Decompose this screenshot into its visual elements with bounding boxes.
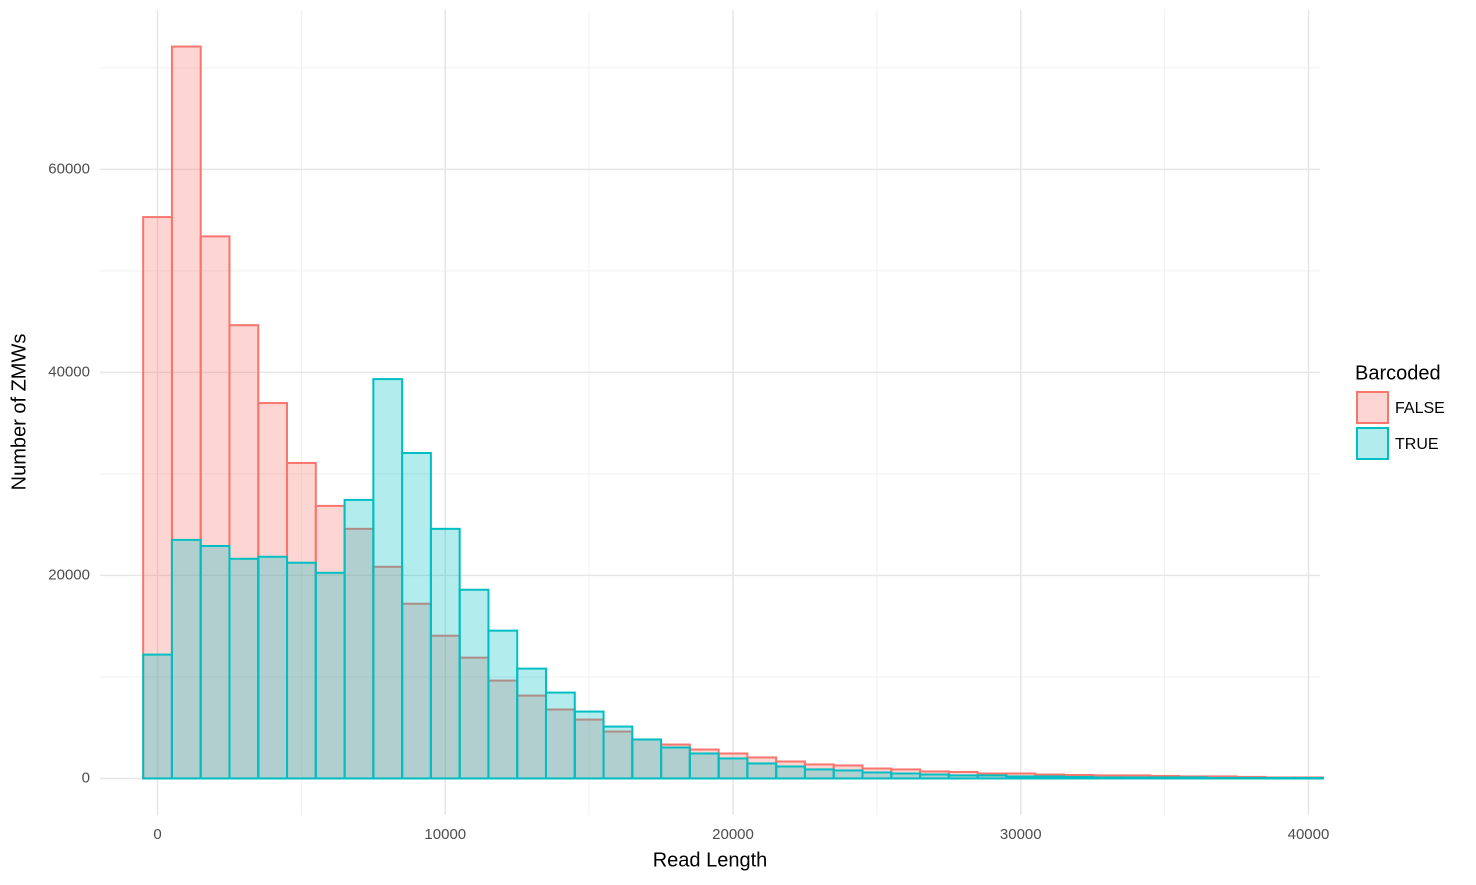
legend-key bbox=[1356, 427, 1389, 460]
histogram-bar bbox=[746, 762, 778, 780]
histogram-bar bbox=[602, 725, 634, 780]
x-tick-label: 30000 bbox=[1000, 826, 1042, 843]
histogram-bar bbox=[199, 235, 231, 780]
histogram-bar bbox=[401, 452, 432, 780]
histogram-bar bbox=[429, 527, 461, 780]
histogram-bar bbox=[1293, 776, 1324, 780]
histogram-bar bbox=[458, 588, 490, 780]
histogram-bar bbox=[1062, 775, 1094, 780]
legend-label: TRUE bbox=[1395, 436, 1439, 453]
legend-key bbox=[1356, 391, 1389, 424]
histogram-bar bbox=[717, 757, 749, 780]
histogram-bar bbox=[890, 772, 922, 780]
histogram-bar bbox=[573, 710, 605, 780]
histogram-bar bbox=[1149, 776, 1181, 780]
x-tick-label: 0 bbox=[153, 826, 161, 843]
x-tick-label: 10000 bbox=[424, 826, 466, 843]
histogram-bar bbox=[314, 504, 346, 780]
legend-title: Barcoded bbox=[1355, 362, 1441, 384]
histogram-bar bbox=[516, 667, 547, 780]
histogram-bar bbox=[832, 769, 864, 780]
histogram-bar bbox=[199, 544, 231, 780]
y-axis-title: Number of ZMWs bbox=[8, 334, 30, 491]
histogram-bar bbox=[228, 557, 260, 780]
histogram-bar bbox=[544, 708, 576, 780]
histogram-bar bbox=[861, 771, 893, 780]
histogram-bar bbox=[919, 773, 950, 780]
histogram-bar bbox=[660, 746, 691, 780]
histogram-bar bbox=[688, 752, 720, 780]
y-tick-label: 40000 bbox=[48, 363, 90, 380]
x-axis-title: Read Length bbox=[653, 849, 768, 871]
histogram-bar bbox=[573, 718, 605, 780]
histogram-bar bbox=[142, 653, 173, 780]
histogram-bar bbox=[1034, 775, 1065, 780]
y-tick-label: 20000 bbox=[48, 566, 90, 583]
legend-label: FALSE bbox=[1395, 400, 1445, 417]
histogram-bar bbox=[170, 538, 202, 780]
histogram-bar bbox=[257, 555, 289, 780]
histogram-bar bbox=[343, 498, 375, 780]
histogram-bar bbox=[1264, 776, 1296, 780]
histogram-bar bbox=[372, 378, 404, 780]
histogram-bar bbox=[976, 774, 1008, 780]
y-tick-label: 0 bbox=[82, 769, 90, 786]
histogram-bar bbox=[1235, 776, 1267, 780]
histogram-bar bbox=[1206, 776, 1238, 780]
histogram-bar bbox=[314, 571, 346, 780]
histogram-bar bbox=[1091, 776, 1123, 780]
y-tick-label: 60000 bbox=[48, 160, 90, 177]
histogram-bar bbox=[1005, 775, 1037, 780]
histogram-bar bbox=[947, 774, 979, 780]
histogram-bar bbox=[1178, 776, 1209, 780]
histogram-bar bbox=[803, 768, 835, 780]
x-tick-label: 40000 bbox=[1288, 826, 1330, 843]
histogram-bar bbox=[487, 629, 519, 780]
histogram-bar bbox=[631, 738, 663, 780]
histogram-bar bbox=[372, 565, 404, 780]
histogram-bar bbox=[775, 765, 806, 780]
histogram-bar bbox=[544, 691, 576, 780]
histogram-bar bbox=[286, 561, 317, 780]
x-tick-label: 20000 bbox=[712, 826, 754, 843]
histogram-bar bbox=[1120, 776, 1152, 780]
